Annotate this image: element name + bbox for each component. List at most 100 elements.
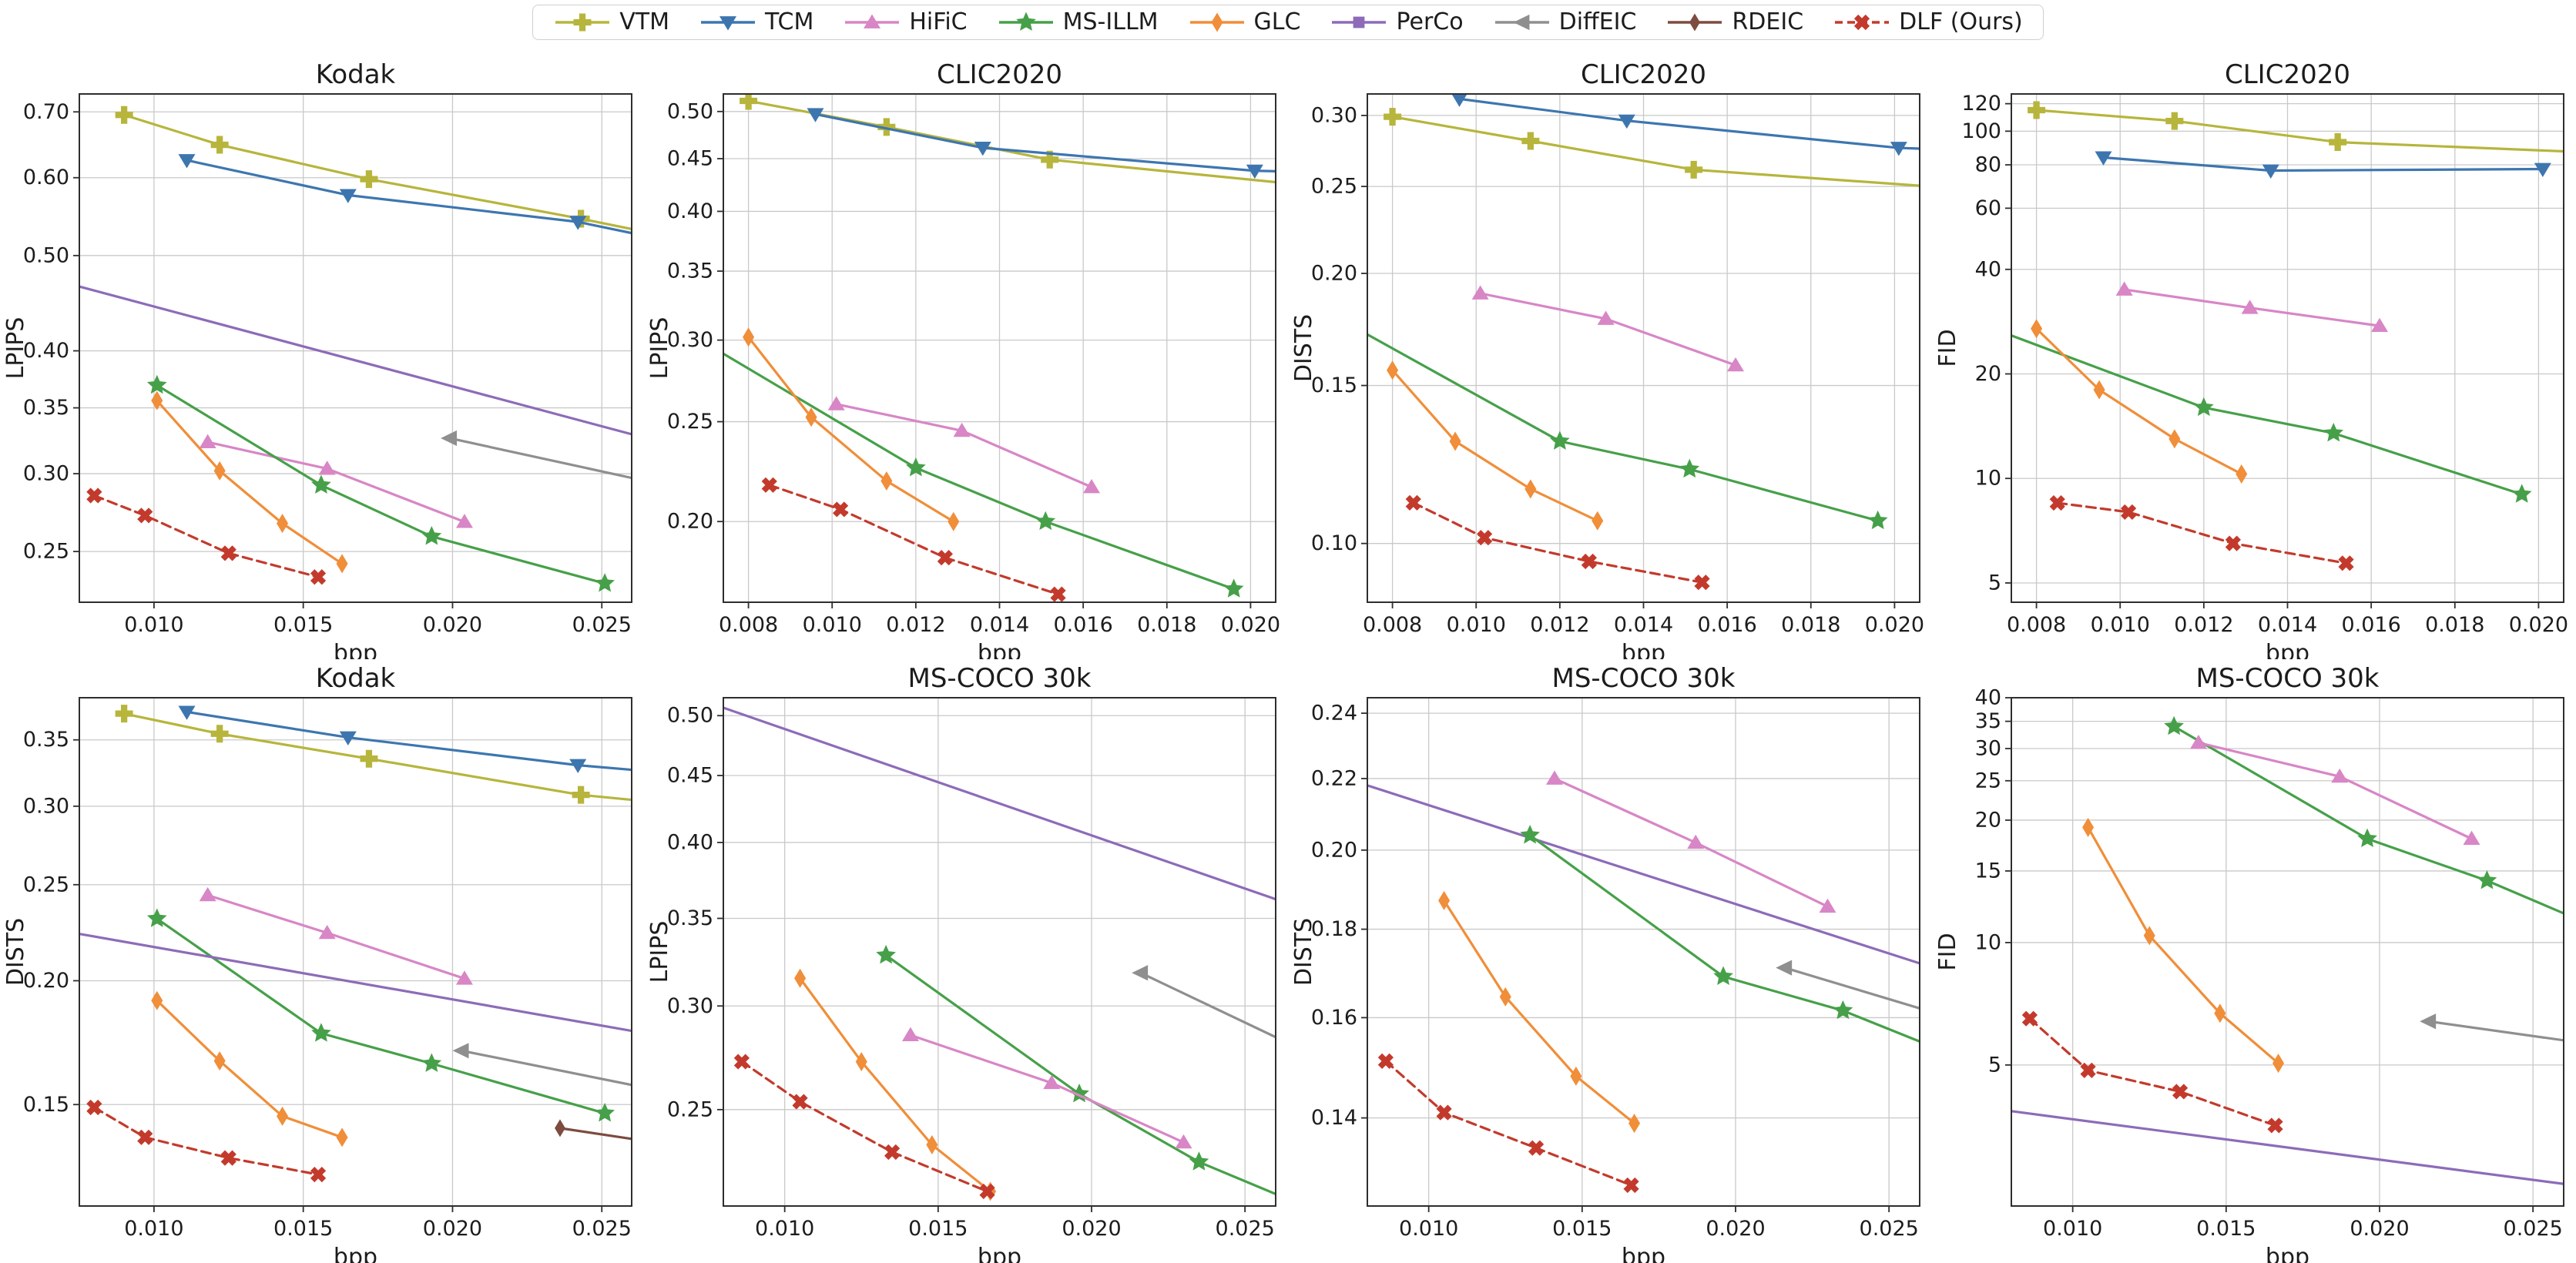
datapoint-tcm-marker	[1451, 94, 1467, 107]
legend-box: VTM TCM HiFiC MS-ILLM GLC PerCo DiffEIC RDEIC DL…	[532, 5, 2044, 40]
series-vtm	[115, 705, 632, 804]
datapoint-ms-illm-marker	[1713, 966, 1733, 985]
legend-label-dlf: DLF (Ours)	[1899, 8, 2023, 35]
series-dlf	[1377, 1053, 1639, 1194]
datapoint-hific-marker	[318, 924, 336, 940]
datapoint-diffeic-marker	[1776, 960, 1793, 976]
datapoint-glc-marker	[1449, 431, 1461, 451]
chart-svg-5: 0.010 0.015 0.020 0.025 0.25 0.30 0.35 0.40 0.45…	[646, 663, 1276, 1263]
datapoint-dlf-marker	[937, 550, 953, 566]
y-tick-label: 20	[1975, 362, 2001, 386]
y-tick-label: 0.35	[23, 728, 69, 752]
datapoint-vtm-marker	[877, 118, 896, 136]
datapoint-vtm-marker	[360, 749, 378, 768]
datapoint-tcm-marker	[178, 705, 196, 720]
datapoint-dlf-marker	[137, 1129, 153, 1145]
x-tick-label: 0.015	[1552, 1217, 1612, 1241]
datapoint-tcm-marker	[2095, 151, 2112, 166]
y-tick-label: 0.30	[667, 328, 713, 352]
datapoint-ms-illm-marker	[2194, 397, 2214, 417]
datapoint-ms-illm-marker	[421, 526, 442, 545]
legend-label-ms-illm: MS-ILLM	[1062, 8, 1159, 35]
y-tick-label: 0.35	[23, 396, 69, 420]
grid-lines	[723, 698, 1276, 1206]
datapoint-dlf-marker	[1377, 1053, 1394, 1069]
y-tick-label: 0.50	[667, 99, 713, 123]
datapoint-glc-marker	[926, 1134, 938, 1154]
series-ms-illm	[2164, 715, 2564, 915]
datapoint-glc-marker	[2143, 926, 2155, 946]
series-perco	[723, 706, 1276, 901]
datapoint-ms-illm-marker	[595, 1103, 615, 1122]
series-ms-illm	[1367, 333, 1888, 530]
datapoint-vtm-marker	[2165, 112, 2184, 130]
x-tick-label: 0.020	[423, 613, 482, 637]
datapoint-ms-illm-marker	[1679, 458, 1700, 478]
datapoint-glc-marker	[213, 1051, 226, 1071]
y-tick-label: 0.25	[1311, 175, 1357, 199]
y-tick-label: 0.25	[23, 873, 69, 896]
x-tick-label: 0.020	[2350, 1217, 2409, 1241]
datapoint-diffeic-marker	[452, 1043, 469, 1059]
series-dlf	[86, 1099, 327, 1183]
datapoint-hific-marker	[901, 1027, 919, 1042]
y-tick-label: 0.16	[1311, 1006, 1357, 1030]
series-perco	[79, 933, 632, 1033]
datapoint-tcm-marker	[1890, 142, 1907, 156]
datapoint-tcm-marker	[974, 142, 991, 156]
x-tick-label: 0.015	[2196, 1217, 2256, 1241]
series-hific	[2115, 281, 2388, 333]
datapoint-dlf-marker	[1436, 1104, 1452, 1121]
x-tick-label: 0.016	[2341, 613, 2400, 637]
x-tick-label: 0.008	[1363, 613, 1422, 637]
datapoint-ms-illm-marker	[311, 474, 331, 494]
datapoint-hific-marker	[953, 422, 971, 437]
datapoint-ms-illm-marker	[876, 944, 896, 964]
legend-sample-ms-illm-icon	[998, 12, 1053, 31]
datapoint-ms-illm-marker	[421, 1053, 442, 1072]
y-axis-label: FID	[1934, 329, 1961, 367]
datapoint-dlf-marker	[86, 1099, 102, 1116]
datapoint-hific-marker	[1083, 479, 1100, 494]
tick-labels: 0.010 0.015 0.020 0.025 0.25 0.30 0.35 0.40 0.45…	[667, 704, 1275, 1241]
datapoint-glc-marker	[2082, 817, 2095, 837]
legend-sample-hific-icon	[845, 14, 900, 28]
series-glc	[743, 327, 960, 531]
datapoint-glc-marker	[151, 390, 163, 410]
datapoint-dlf-marker	[220, 545, 236, 561]
datapoint-vtm-marker	[115, 705, 133, 723]
x-tick-label: 0.025	[1860, 1217, 1919, 1241]
datapoint-hific-marker	[2331, 768, 2349, 783]
chart-mscoco30k-dists: 0.010 0.015 0.020 0.025 0.14 0.16 0.18 0.20 0.22…	[1288, 659, 1932, 1263]
datapoint-hific-marker	[2241, 300, 2259, 314]
legend-label-rdeic: RDEIC	[1732, 8, 1804, 35]
datapoint-ms-illm-marker	[2357, 828, 2377, 848]
figure-legend: VTM TCM HiFiC MS-ILLM GLC PerCo DiffEIC RDEIC DL…	[0, 0, 2576, 55]
series-ms-illm	[1520, 825, 1920, 1043]
datapoint-ms-illm-marker	[146, 374, 167, 394]
legend-item-tcm: TCM	[699, 11, 813, 34]
series-hific	[1471, 285, 1744, 372]
datapoint-tcm-marker	[807, 108, 824, 122]
series-ms-illm	[146, 908, 615, 1122]
datapoint-glc-marker	[277, 514, 289, 534]
x-tick-label: 0.020	[1062, 1217, 1121, 1241]
datapoint-hific-marker	[1471, 285, 1489, 300]
chart-title: Kodak	[316, 663, 396, 694]
legend-marker-hific-icon	[864, 14, 881, 28]
series-vtm	[115, 106, 632, 231]
datapoint-tcm-marker	[339, 731, 357, 745]
x-tick-label: 0.012	[2174, 613, 2233, 637]
legend-sample-glc-icon	[1189, 12, 1244, 32]
datapoint-glc-marker	[336, 554, 348, 574]
datapoint-hific-marker	[199, 886, 216, 902]
x-tick-label: 0.010	[124, 1217, 183, 1241]
x-tick-label: 0.018	[2425, 613, 2484, 637]
datapoint-glc-marker	[855, 1052, 867, 1072]
x-tick-label: 0.010	[803, 613, 862, 637]
y-tick-label: 0.45	[667, 764, 713, 788]
x-tick-label: 0.008	[719, 613, 778, 637]
series-perco	[79, 285, 632, 436]
chart-kodak-lpips: 0.010 0.015 0.020 0.025 0.25 0.30 0.35 0.40 0.50…	[0, 55, 644, 659]
datapoint-dlf-marker	[2120, 504, 2137, 521]
